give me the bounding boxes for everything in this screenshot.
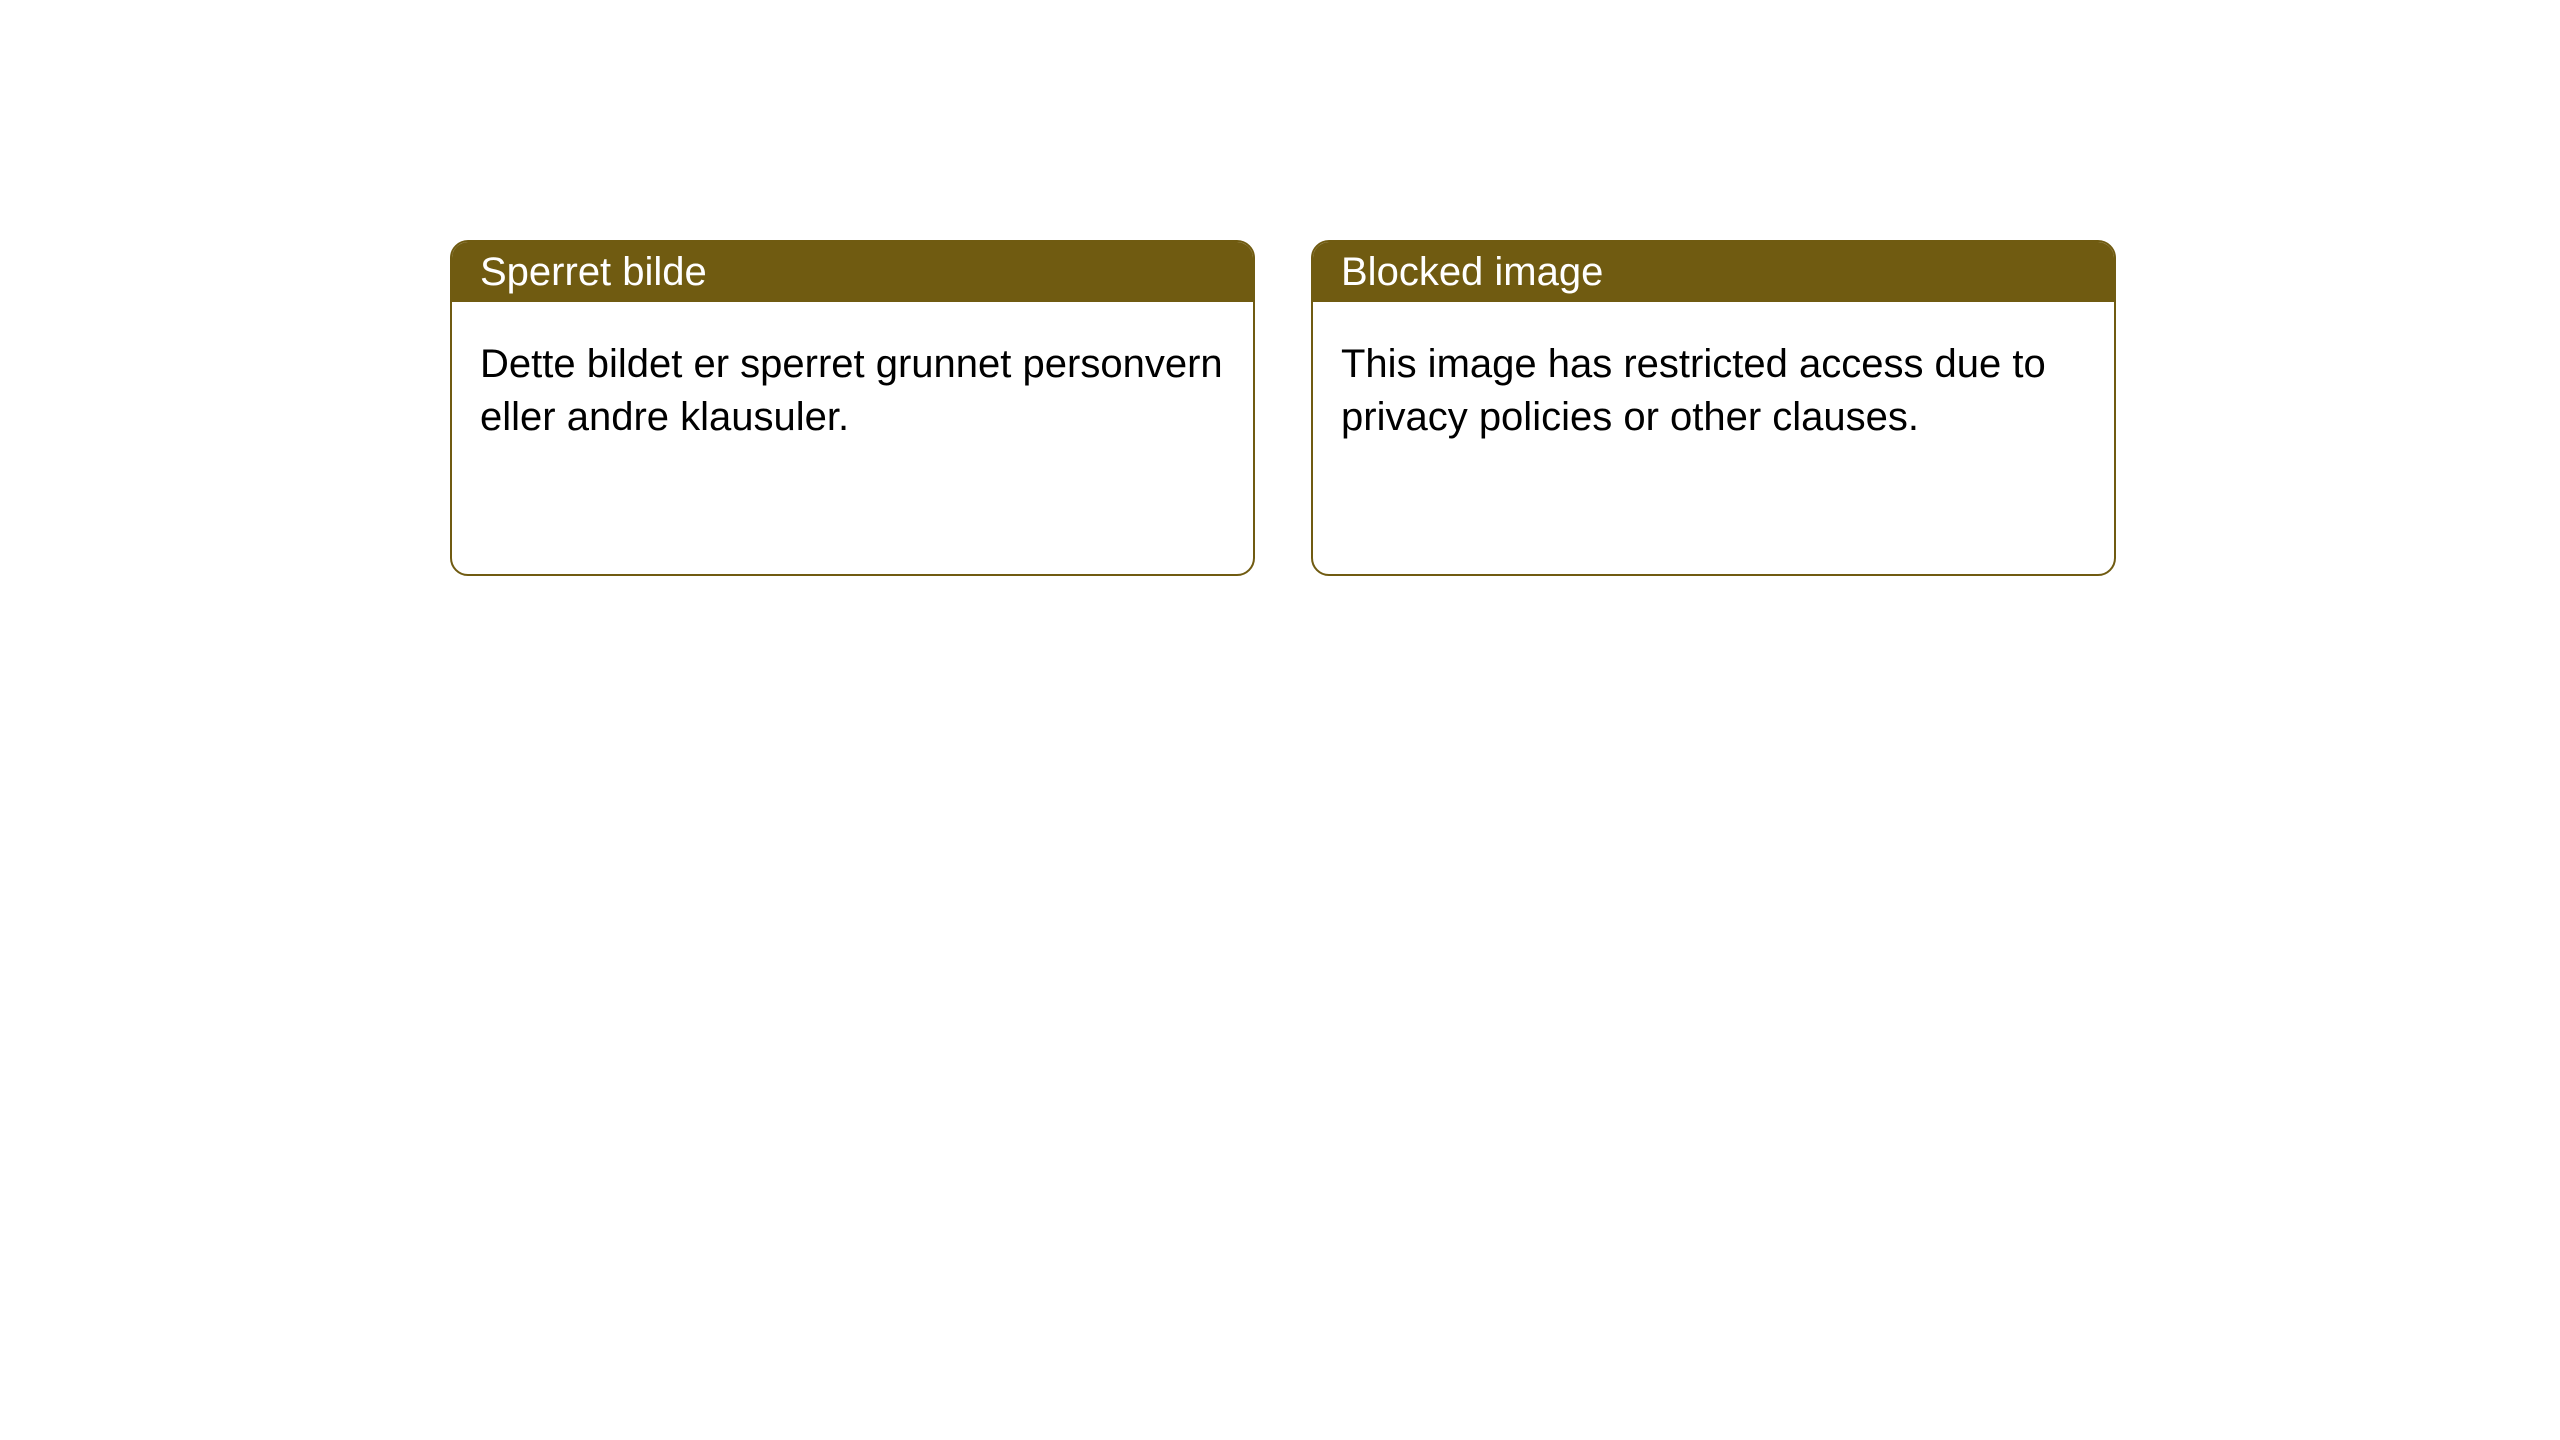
- notice-card-norwegian: Sperret bilde Dette bildet er sperret gr…: [450, 240, 1255, 576]
- notice-header-english: Blocked image: [1313, 242, 2114, 302]
- notice-body-english: This image has restricted access due to …: [1313, 302, 2114, 480]
- notice-body-norwegian: Dette bildet er sperret grunnet personve…: [452, 302, 1253, 480]
- notice-card-english: Blocked image This image has restricted …: [1311, 240, 2116, 576]
- notice-header-norwegian: Sperret bilde: [452, 242, 1253, 302]
- notice-container: Sperret bilde Dette bildet er sperret gr…: [450, 240, 2116, 576]
